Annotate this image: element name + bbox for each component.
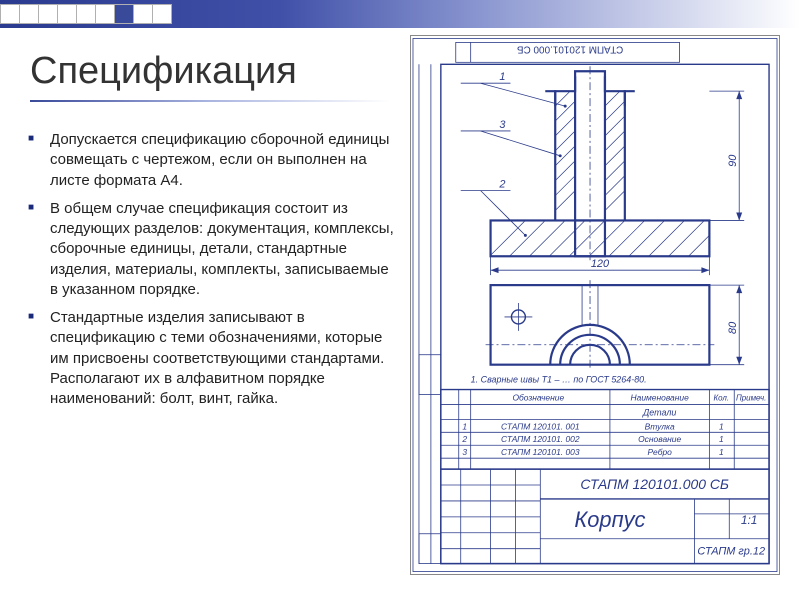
- bullet-list: Допускается спецификацию сборочной едини…: [50, 130, 400, 417]
- svg-text:3: 3: [499, 119, 505, 131]
- svg-text:2: 2: [461, 434, 467, 444]
- svg-text:1:1: 1:1: [741, 513, 758, 527]
- svg-text:Наименование: Наименование: [631, 392, 690, 402]
- svg-text:Примеч.: Примеч.: [736, 393, 766, 402]
- svg-text:Основание: Основание: [638, 434, 681, 444]
- svg-text:СТАПМ 120101. 002: СТАПМ 120101. 002: [501, 434, 580, 444]
- svg-text:СТАПМ 120101. 003: СТАПМ 120101. 003: [501, 447, 580, 457]
- svg-text:1: 1: [719, 421, 724, 431]
- svg-text:3: 3: [462, 447, 467, 457]
- svg-text:80: 80: [727, 322, 739, 334]
- svg-text:1: 1: [462, 421, 467, 431]
- svg-text:Ребро: Ребро: [647, 447, 672, 457]
- bullet-item: В общем случае спецификация состоит из с…: [50, 199, 400, 300]
- bullet-item: Допускается спецификацию сборочной едини…: [50, 130, 400, 191]
- technical-drawing: СТАПМ 120101.000 СБ: [410, 35, 780, 575]
- svg-text:1: 1: [499, 71, 505, 83]
- svg-text:1: 1: [719, 447, 724, 457]
- svg-text:Втулка: Втулка: [645, 421, 675, 431]
- svg-text:СТАПМ 120101. 001: СТАПМ 120101. 001: [501, 421, 580, 431]
- header-squares: [0, 4, 171, 24]
- svg-text:90: 90: [727, 155, 739, 167]
- svg-text:120: 120: [591, 258, 609, 270]
- page-title: Спецификация: [30, 50, 297, 93]
- svg-text:СТАПМ 120101.000 СБ: СТАПМ 120101.000 СБ: [517, 43, 623, 54]
- svg-text:1: 1: [719, 434, 724, 444]
- svg-text:СТАПМ гр.12: СТАПМ гр.12: [697, 546, 765, 558]
- svg-text:2: 2: [498, 179, 505, 191]
- svg-text:1. Сварные швы Т1 – … по ГОСТ: 1. Сварные швы Т1 – … по ГОСТ 5264-80.: [471, 375, 647, 385]
- svg-text:Кол.: Кол.: [714, 393, 730, 402]
- svg-text:Обозначение: Обозначение: [512, 392, 564, 402]
- svg-text:Корпус: Корпус: [574, 507, 645, 532]
- svg-text:СТАПМ 120101.000 СБ: СТАПМ 120101.000 СБ: [580, 476, 729, 492]
- svg-text:Детали: Детали: [642, 407, 676, 417]
- title-underline: [30, 100, 390, 102]
- bullet-item: Стандартные изделия записывают в специфи…: [50, 308, 400, 409]
